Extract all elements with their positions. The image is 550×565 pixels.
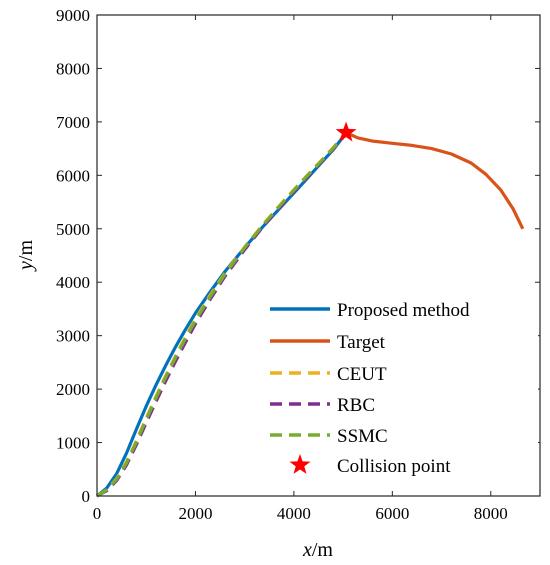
x-tick-label-0: 0	[93, 504, 102, 523]
legend-entry-ssmc: SSMC	[270, 426, 388, 447]
y-axis-label: y/m	[15, 240, 37, 272]
legend: Proposed method Target CEUT RBC SSMC Col…	[262, 290, 538, 488]
y-tick-label-0: 0	[82, 487, 91, 506]
legend-label-ssmc: SSMC	[337, 426, 388, 447]
legend-entry-rbc: RBC	[270, 395, 375, 416]
y-tick-label-8000: 8000	[56, 59, 90, 78]
x-axis-unit: /m	[312, 539, 334, 561]
legend-star-icon	[289, 454, 311, 474]
y-tick-label-6000: 6000	[56, 166, 90, 185]
y-tick-label-1000: 1000	[56, 434, 90, 453]
y-axis-unit: /m	[15, 240, 37, 262]
y-tick-label-4000: 4000	[56, 273, 90, 292]
y-tick-label-2000: 2000	[56, 380, 90, 399]
x-tick-label-4000: 4000	[277, 504, 311, 523]
series-line-ssmc	[96, 131, 348, 498]
y-tick-label-7000: 7000	[56, 113, 90, 132]
legend-entry-collision-point: Collision point	[289, 454, 451, 477]
series-layer	[95, 131, 525, 498]
y-axis-var: y	[15, 261, 37, 272]
y-tick-label-3000: 3000	[56, 327, 90, 346]
x-tick-label-6000: 6000	[375, 504, 409, 523]
marker-collision-point-star-icon	[335, 121, 357, 142]
legend-label-collision-point: Collision point	[337, 456, 451, 477]
x-tick-label-2000: 2000	[178, 504, 212, 523]
marker-layer	[335, 121, 357, 142]
legend-entry-target: Target	[270, 332, 386, 353]
axes-box	[96, 14, 541, 497]
legend-label-ceut: CEUT	[337, 364, 387, 385]
legend-entry-proposed-method: Proposed method	[270, 300, 470, 321]
y-tick-label-5000: 5000	[56, 220, 90, 239]
legend-box	[262, 290, 538, 488]
x-tick-label-8000: 8000	[474, 504, 508, 523]
x-axis-label: x/m	[302, 539, 333, 561]
x-axis-var: x	[302, 539, 312, 561]
tick-layer: 0 2000 4000 6000 8000 0 1000 2000 3000 4000 5000 60…	[56, 6, 540, 523]
y-tick-label-9000: 9000	[56, 6, 90, 25]
legend-entry-ceut: CEUT	[270, 364, 387, 385]
legend-label-target: Target	[337, 332, 386, 353]
series-line-target	[345, 131, 525, 230]
legend-label-proposed-method: Proposed method	[337, 300, 470, 321]
legend-label-rbc: RBC	[337, 395, 375, 416]
